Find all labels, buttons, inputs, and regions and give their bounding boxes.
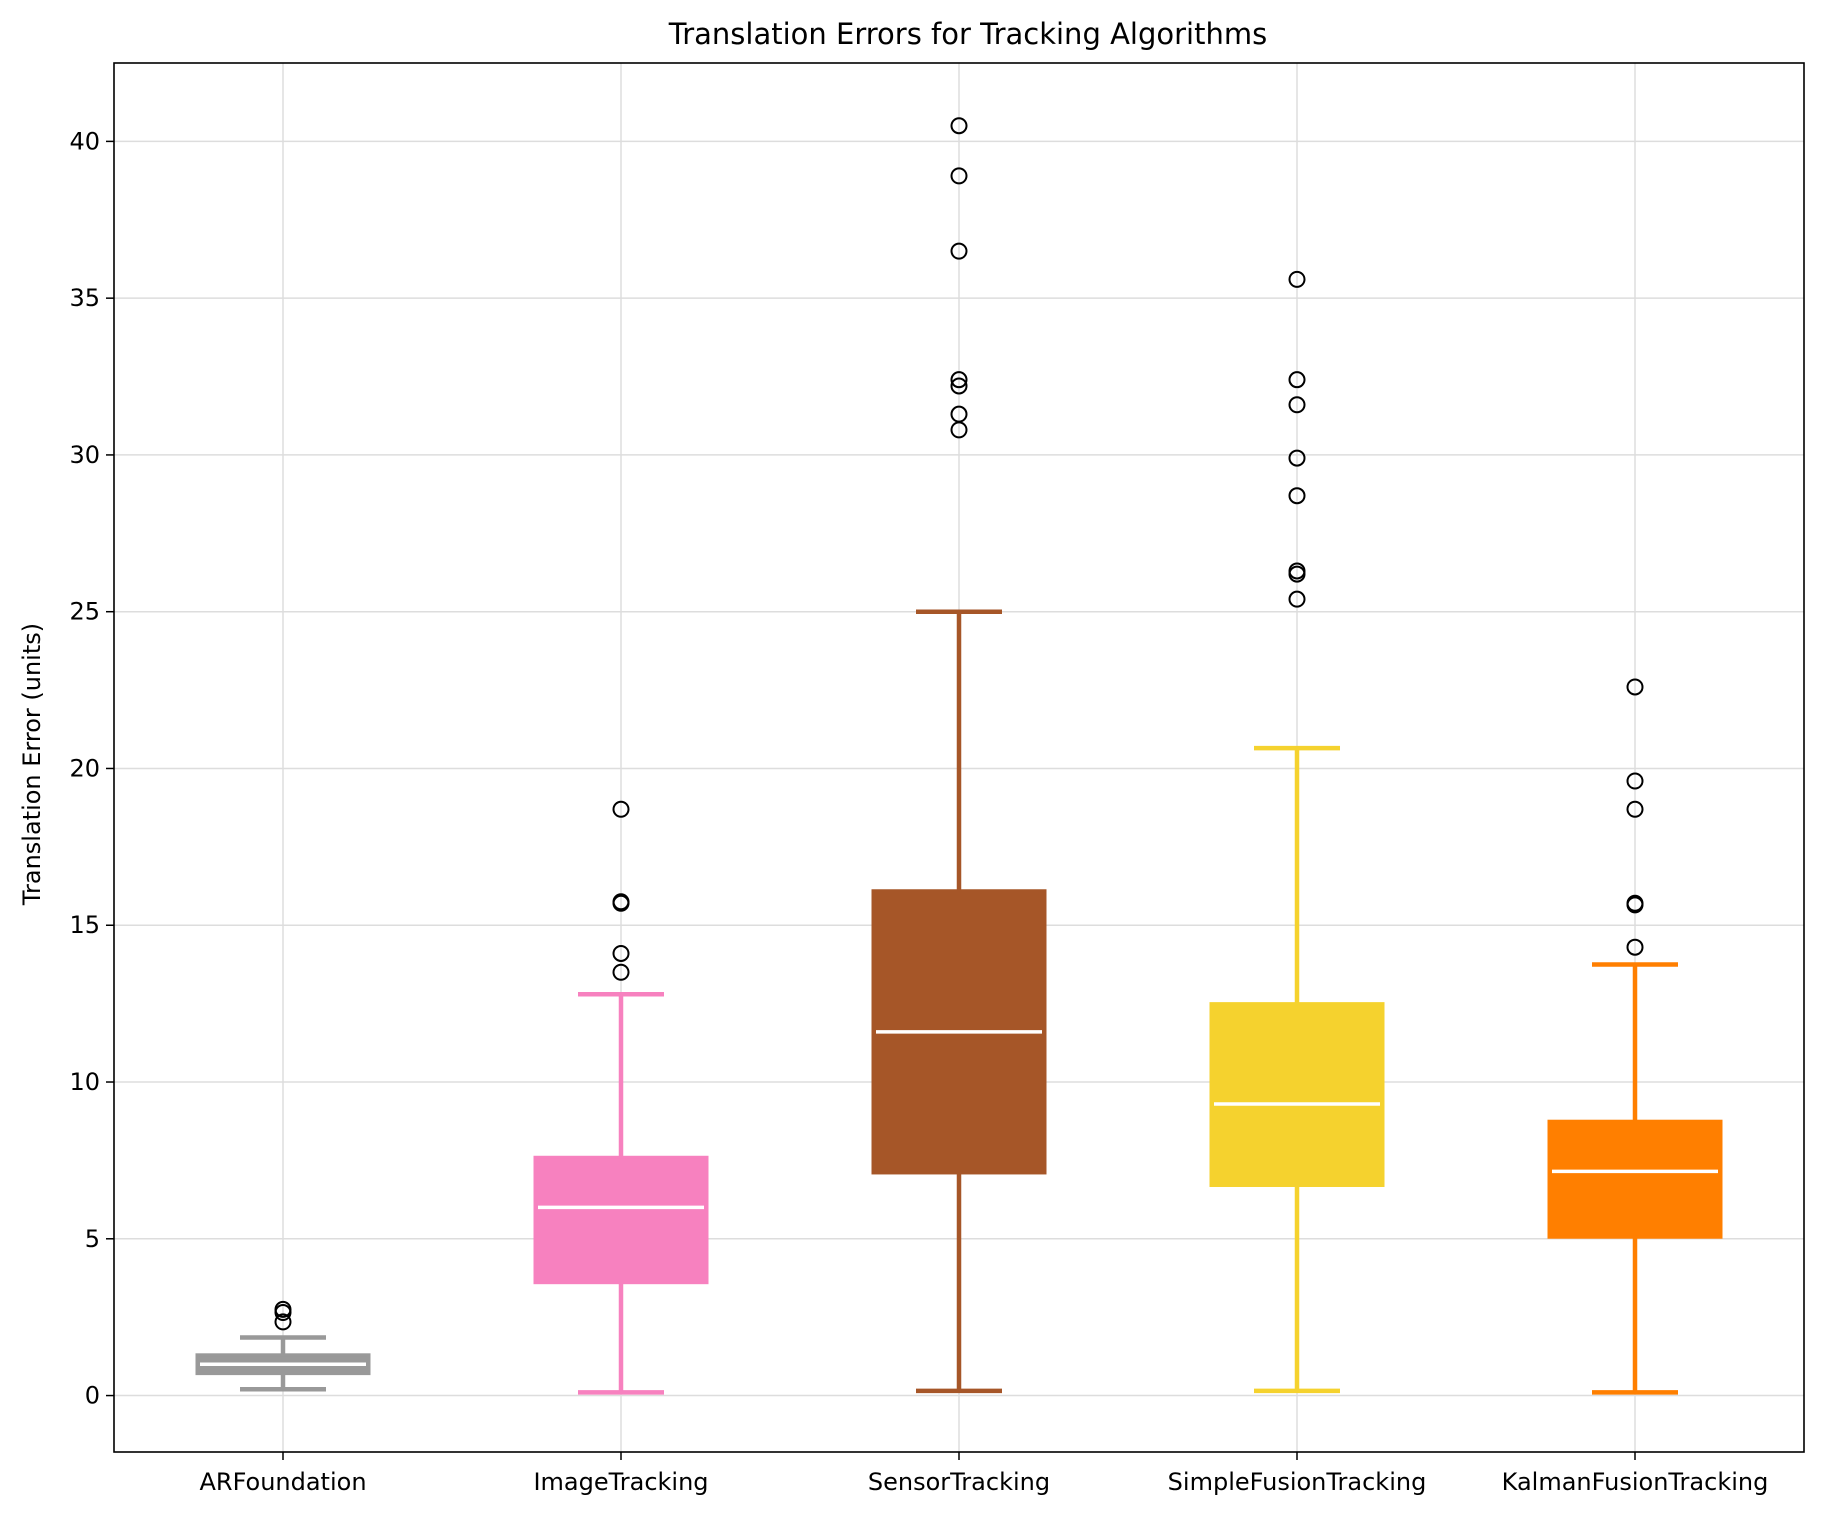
outlier-point — [274, 1313, 292, 1331]
outlier-point — [1288, 590, 1306, 608]
box-group-sensortracking — [871, 117, 1047, 1394]
outlier-point — [1288, 371, 1306, 389]
x-tick-label: ImageTracking — [533, 1468, 708, 1496]
y-tick-label: 20 — [69, 754, 100, 782]
box-iqr — [1547, 1119, 1723, 1239]
x-tick-label: KalmanFusionTracking — [1502, 1468, 1769, 1496]
y-tick-label: 10 — [69, 1068, 100, 1096]
y-tick-label: 5 — [85, 1225, 100, 1253]
outlier-point — [1288, 562, 1306, 580]
y-tick-label: 15 — [69, 911, 100, 939]
plot-frame — [113, 62, 1805, 1453]
outlier-point — [612, 944, 630, 962]
outlier-point — [1288, 270, 1306, 288]
box-series — [195, 117, 1723, 1395]
x-tick-label: SimpleFusionTracking — [1168, 1468, 1427, 1496]
outlier-point — [950, 405, 968, 423]
y-tick-label: 35 — [69, 284, 100, 312]
y-tick-label: 25 — [69, 598, 100, 626]
outlier-point — [950, 242, 968, 260]
outlier-point — [612, 963, 630, 981]
y-tick-label: 30 — [69, 441, 100, 469]
box-group-kalmanfusiontracking — [1547, 678, 1723, 1395]
outlier-point — [950, 377, 968, 395]
y-axis-label: Translation Error (units) — [18, 623, 46, 906]
outlier-point — [1626, 678, 1644, 696]
outlier-point — [1626, 938, 1644, 956]
axis-ticks: 0 5 10 15 20 25 30 35 40 ARFoundation ImageTrackin… — [69, 127, 1768, 1496]
outlier-point — [274, 1300, 292, 1318]
outlier-point — [1626, 800, 1644, 818]
y-tick-label: 40 — [69, 127, 100, 155]
outlier-point — [1288, 487, 1306, 505]
outlier-point — [612, 800, 630, 818]
outlier-point — [1626, 772, 1644, 790]
box-group-imagetracking — [533, 800, 709, 1395]
chart-title: Translation Errors for Tracking Algorith… — [668, 17, 1267, 51]
outlier-point — [1288, 396, 1306, 414]
outlier-point — [950, 371, 968, 389]
outlier-point — [1288, 449, 1306, 467]
box-group-simplefusiontracking — [1209, 270, 1385, 1394]
outlier-point — [950, 167, 968, 185]
x-tick-label: ARFoundation — [199, 1468, 366, 1496]
box-group-arfoundation — [195, 1300, 371, 1392]
x-tick-label: SensorTracking — [868, 1468, 1050, 1496]
outlier-point — [1626, 894, 1644, 912]
y-tick-label: 0 — [85, 1382, 100, 1410]
box-iqr — [1209, 1002, 1385, 1187]
box-iqr — [533, 1155, 709, 1285]
outlier-point — [612, 893, 630, 911]
outlier-point — [950, 117, 968, 135]
